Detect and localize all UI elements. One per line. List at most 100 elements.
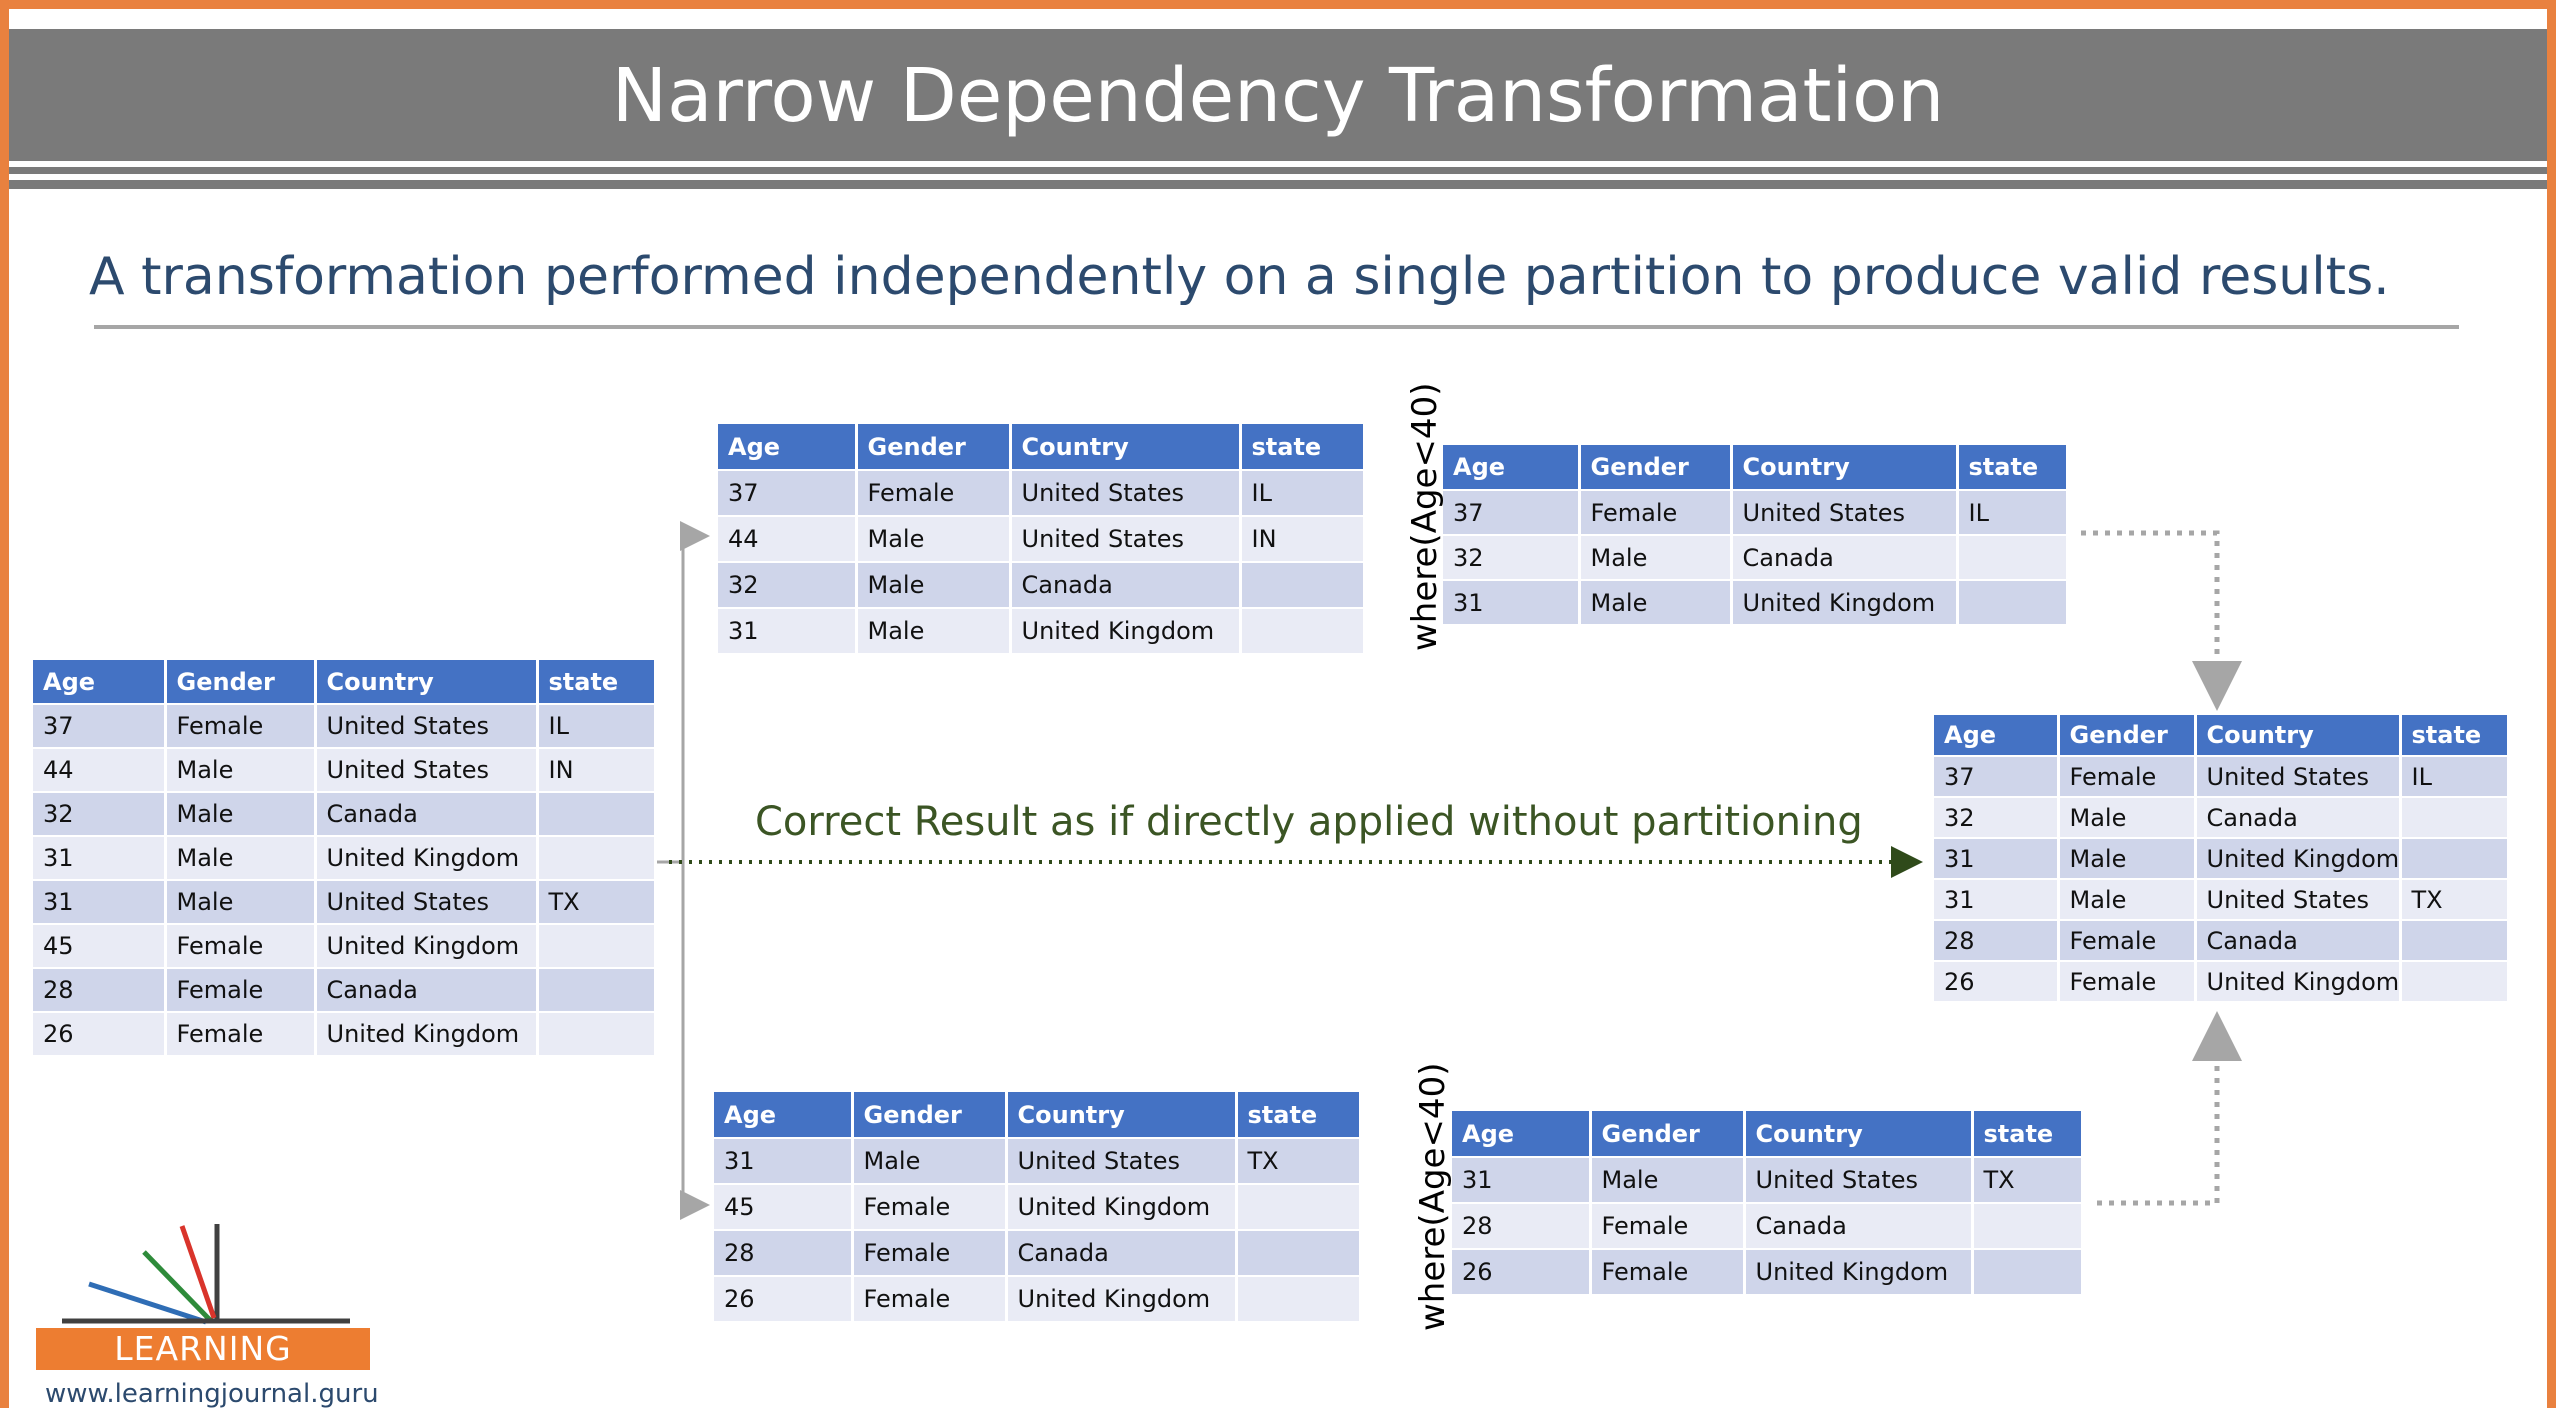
table-cell bbox=[1236, 1230, 1362, 1277]
table-row: 28 Female Canada bbox=[33, 968, 657, 1013]
table-cell: IN bbox=[537, 748, 657, 793]
column-header: state bbox=[537, 660, 657, 705]
table-cell: 31 bbox=[1934, 879, 2060, 921]
table-row: 28 Female Canada bbox=[1452, 1203, 2084, 1250]
table-row: 26 Female United Kingdom bbox=[714, 1276, 1362, 1323]
table-row: 31 Male United Kingdom bbox=[33, 836, 657, 881]
table-cell: Male bbox=[2058, 838, 2197, 880]
table-cell: 31 bbox=[33, 836, 167, 881]
table-row: 31 Male United States TX bbox=[1934, 879, 2510, 921]
table-cell: Male bbox=[856, 516, 1012, 563]
column-header: Age bbox=[1934, 715, 2060, 757]
table-cell: United Kingdom bbox=[1010, 608, 1242, 655]
table-cell: 32 bbox=[718, 562, 858, 609]
table-row: 44 Male United States IN bbox=[718, 516, 1366, 563]
column-header: Country bbox=[315, 660, 539, 705]
table-cell: Canada bbox=[1731, 535, 1959, 581]
table-cell: Canada bbox=[2195, 920, 2402, 962]
learning-journal-logo-icon bbox=[62, 1224, 350, 1325]
merge-connector-bottom bbox=[2097, 1011, 2242, 1206]
table-cell: Female bbox=[2058, 920, 2197, 962]
table-cell: Male bbox=[165, 880, 317, 925]
table-cell: Female bbox=[165, 704, 317, 749]
column-header: Gender bbox=[2058, 715, 2197, 757]
split-connector-bottom bbox=[680, 862, 710, 1220]
column-header: state bbox=[1957, 445, 2069, 491]
table-cell: United Kingdom bbox=[1744, 1249, 1974, 1296]
result-table: Age Gender Country state 37 Female United Stat… bbox=[1934, 715, 2510, 1003]
table-cell: 32 bbox=[33, 792, 167, 837]
column-header: Gender bbox=[856, 424, 1012, 471]
table-cell: 28 bbox=[1934, 920, 2060, 962]
table-cell: Female bbox=[2058, 756, 2197, 798]
table-cell: Female bbox=[1579, 490, 1733, 536]
table-cell: United Kingdom bbox=[315, 924, 539, 969]
table-cell: Canada bbox=[315, 792, 539, 837]
table-cell bbox=[537, 924, 657, 969]
table-row: 32 Male Canada bbox=[33, 792, 657, 837]
table-row: 28 Female Canada bbox=[714, 1230, 1362, 1277]
table-cell: 44 bbox=[718, 516, 858, 563]
table-cell: Female bbox=[852, 1184, 1008, 1231]
column-header: state bbox=[2400, 715, 2510, 757]
column-header: state bbox=[1240, 424, 1366, 471]
flow-connectors bbox=[657, 521, 2242, 1220]
operation-label-bottom: where(Age<40) bbox=[1413, 1062, 1453, 1331]
table-cell: Canada bbox=[1744, 1203, 1974, 1250]
table-cell: TX bbox=[2400, 879, 2510, 921]
table-cell: United Kingdom bbox=[1731, 580, 1959, 626]
table-row: 45 Female United Kingdom bbox=[33, 924, 657, 969]
logo-url: www.learningjournal.guru bbox=[45, 1379, 379, 1408]
table-cell: IL bbox=[537, 704, 657, 749]
table-cell: 28 bbox=[33, 968, 167, 1013]
table-cell: TX bbox=[1972, 1157, 2084, 1204]
table-cell: IN bbox=[1240, 516, 1366, 563]
table-cell: United States bbox=[1731, 490, 1959, 536]
column-header: Country bbox=[2195, 715, 2402, 757]
result-caption: Correct Result as if directly applied wi… bbox=[755, 799, 1863, 845]
table-cell: 26 bbox=[714, 1276, 854, 1323]
table-cell: United States bbox=[315, 880, 539, 925]
table-cell: Canada bbox=[1006, 1230, 1238, 1277]
table-cell: Female bbox=[2058, 961, 2197, 1003]
table-cell: 31 bbox=[718, 608, 858, 655]
table-cell: TX bbox=[1236, 1138, 1362, 1185]
table-row: 31 Male United Kingdom bbox=[1443, 580, 2069, 626]
table-cell: Male bbox=[1579, 535, 1733, 581]
table-row: 37 Female United States IL bbox=[1443, 490, 2069, 536]
table-cell: Female bbox=[165, 924, 317, 969]
source-table: Age Gender Country state 37 Female United Stat… bbox=[33, 660, 657, 1057]
table-header-row: Age Gender Country state bbox=[718, 424, 1366, 471]
table-cell: Female bbox=[165, 968, 317, 1013]
operation-label-top: where(Age<40) bbox=[1405, 382, 1445, 651]
subtitle: A transformation performed independently… bbox=[89, 247, 2390, 307]
table-cell: 31 bbox=[1443, 580, 1581, 626]
column-header: Gender bbox=[1579, 445, 1733, 491]
table-row: 31 Male United States TX bbox=[714, 1138, 1362, 1185]
table-cell: Female bbox=[852, 1276, 1008, 1323]
partition-2-table: Age Gender Country state 31 Male United States… bbox=[714, 1092, 1362, 1323]
table-header-row: Age Gender Country state bbox=[714, 1092, 1362, 1139]
table-cell: United Kingdom bbox=[1006, 1184, 1238, 1231]
table-cell bbox=[1240, 608, 1366, 655]
table-cell bbox=[1957, 580, 2069, 626]
table-cell: Canada bbox=[315, 968, 539, 1013]
filtered-1-table: Age Gender Country state 37 Female United Stat… bbox=[1443, 445, 2069, 626]
table-cell: United Kingdom bbox=[315, 836, 539, 881]
table-cell: 32 bbox=[1934, 797, 2060, 839]
table-cell: TX bbox=[537, 880, 657, 925]
table-cell: United States bbox=[1010, 470, 1242, 517]
table-cell: Male bbox=[1590, 1157, 1746, 1204]
table-cell: 26 bbox=[1934, 961, 2060, 1003]
column-header: Age bbox=[1443, 445, 1581, 491]
table-cell: 31 bbox=[1452, 1157, 1592, 1204]
table-cell: United States bbox=[1006, 1138, 1238, 1185]
column-header: Gender bbox=[852, 1092, 1008, 1139]
table-cell: 26 bbox=[1452, 1249, 1592, 1296]
column-header: Country bbox=[1744, 1111, 1974, 1158]
partition-1-table: Age Gender Country state 37 Female United Stat… bbox=[718, 424, 1366, 655]
table-row: 26 Female United Kingdom bbox=[1934, 961, 2510, 1003]
title-band: Narrow Dependency Transformation bbox=[9, 29, 2547, 189]
table-row: 32 Male Canada bbox=[1443, 535, 2069, 581]
table-cell bbox=[2400, 797, 2510, 839]
